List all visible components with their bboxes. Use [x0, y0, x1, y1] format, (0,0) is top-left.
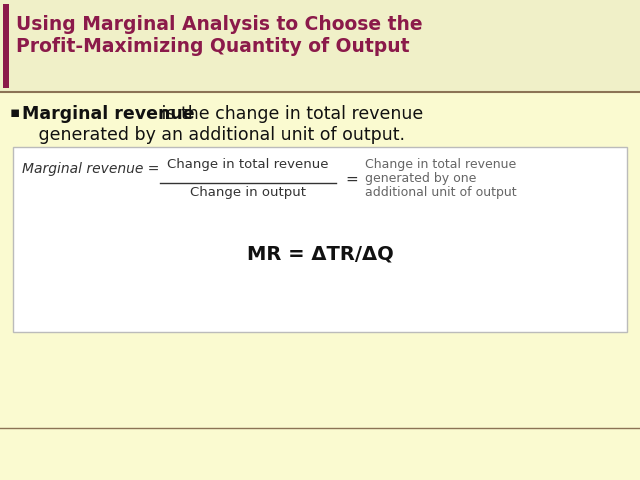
Text: is the change in total revenue: is the change in total revenue — [156, 105, 423, 123]
Bar — [3, 4, 9, 88]
Bar — [0, 0, 640, 92]
Text: generated by an additional unit of output.: generated by an additional unit of outpu… — [22, 126, 405, 144]
Text: ▪: ▪ — [10, 105, 20, 120]
Text: Change in total revenue: Change in total revenue — [365, 158, 516, 171]
Text: Marginal revenue: Marginal revenue — [22, 105, 195, 123]
FancyBboxPatch shape — [13, 147, 627, 332]
Text: generated by one: generated by one — [365, 172, 476, 185]
Text: additional unit of output: additional unit of output — [365, 186, 516, 199]
Text: Change in output: Change in output — [190, 186, 306, 199]
Text: MR = ΔTR/ΔQ: MR = ΔTR/ΔQ — [246, 245, 394, 264]
Text: Marginal revenue =: Marginal revenue = — [22, 162, 164, 176]
Text: Change in total revenue: Change in total revenue — [167, 158, 329, 171]
Text: =: = — [345, 172, 358, 187]
Text: Profit-Maximizing Quantity of Output: Profit-Maximizing Quantity of Output — [16, 37, 410, 56]
Text: Using Marginal Analysis to Choose the: Using Marginal Analysis to Choose the — [16, 15, 422, 34]
